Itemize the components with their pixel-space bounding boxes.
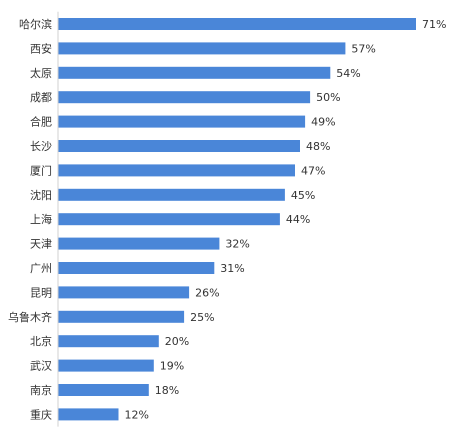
value-label-0: 71%	[422, 18, 446, 31]
value-label-6: 47%	[301, 164, 325, 177]
category-label-15: 南京	[30, 383, 52, 397]
value-label-4: 49%	[311, 116, 335, 129]
value-label-9: 32%	[225, 238, 249, 251]
bar-5	[58, 140, 300, 152]
bar-8	[58, 213, 280, 226]
category-label-10: 广州	[30, 262, 52, 275]
category-label-4: 合肥	[30, 115, 52, 129]
value-labels-group: 71% 57% 54% 50% 49% 48% 47% 45% 44% 32% 31%26% 25%2…	[125, 18, 447, 421]
category-label-7: 沈阳	[30, 188, 52, 202]
category-label-13: 北京	[30, 334, 52, 348]
bar-9	[58, 237, 220, 250]
bar-2	[58, 66, 331, 79]
bars-group	[58, 18, 416, 421]
bar-14	[58, 359, 154, 372]
category-label-16: 重庆	[30, 407, 52, 421]
bar-16	[58, 408, 119, 421]
category-label-14: 武汉	[30, 360, 52, 373]
value-label-10: 31%	[220, 262, 244, 275]
value-label-14: 19%	[160, 360, 184, 373]
bar-3	[58, 91, 311, 104]
category-label-8: 上海	[30, 212, 52, 226]
value-label-5: 48%	[306, 140, 330, 153]
value-label-15: 18%	[155, 384, 179, 397]
category-label-6: 厦门	[30, 163, 52, 177]
bar-12	[58, 310, 185, 323]
bar-7	[58, 188, 285, 201]
value-label-8: 44%	[286, 213, 310, 226]
bar-15	[58, 384, 149, 396]
bar-10	[58, 262, 215, 274]
category-label-5: 长沙	[30, 140, 52, 153]
category-label-1: 西安	[30, 41, 52, 55]
bar-11	[58, 286, 190, 299]
value-label-11: 26%	[195, 286, 219, 299]
value-label-12: 25%	[190, 311, 214, 324]
bar-4	[58, 115, 306, 128]
value-label-16: 12%	[125, 408, 149, 421]
bar-0	[58, 18, 416, 30]
bar-6	[58, 164, 295, 177]
value-label-3: 50%	[316, 91, 340, 104]
bar-1	[58, 42, 346, 55]
category-label-2: 太原	[30, 67, 52, 80]
value-label-2: 54%	[336, 67, 360, 80]
category-label-9: 天津	[30, 238, 52, 251]
category-label-11: 昆明	[30, 286, 52, 299]
value-label-1: 57%	[351, 42, 375, 55]
category-label-12: 乌鲁木齐	[8, 310, 52, 324]
category-label-0: 哈尔滨	[19, 17, 52, 31]
value-label-7: 45%	[291, 189, 315, 202]
bar-13	[58, 335, 159, 348]
category-label-3: 成都	[30, 91, 52, 104]
value-label-13: 20%	[165, 335, 189, 348]
